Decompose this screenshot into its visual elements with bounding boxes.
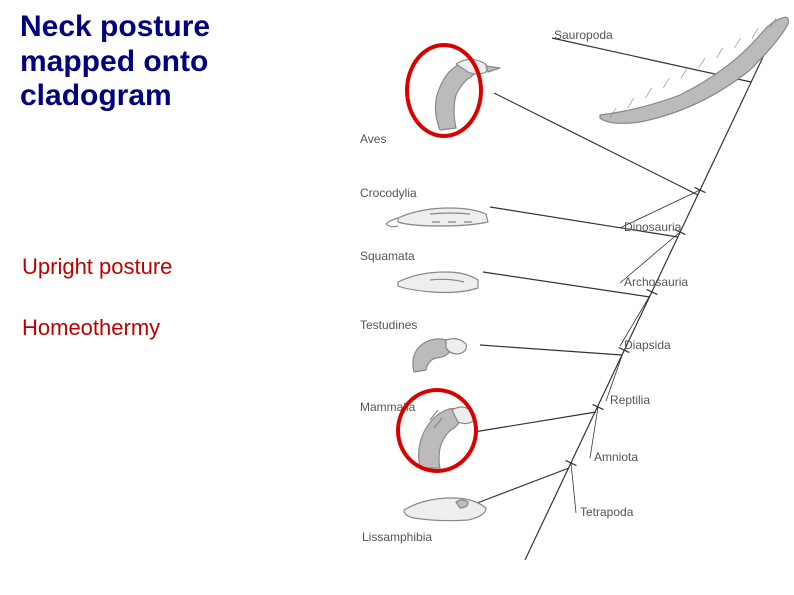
taxon-testudines: Testudines [360,318,417,332]
page-title: Neck posture mapped onto cladogram [20,10,300,114]
clade-reptilia: Reptilia [610,393,650,407]
highlight-circle-mammalia [396,388,478,473]
clade-diapsida: Diapsida [624,338,671,352]
clade-archosauria: Archosauria [624,275,688,289]
subtitle-homeothermy: Homeothermy [22,315,160,341]
subtitle-upright: Upright posture [22,254,172,280]
clade-tetrapoda: Tetrapoda [580,505,633,519]
taxon-crocodylia: Crocodylia [360,186,417,200]
clade-dinosauria: Dinosauria [624,220,681,234]
taxon-sauropoda: Sauropoda [554,28,613,42]
taxon-squamata: Squamata [360,249,415,263]
taxon-lissamphibia: Lissamphibia [362,530,432,544]
taxon-aves: Aves [360,132,386,146]
clade-amniota: Amniota [594,450,638,464]
highlight-circle-aves [405,43,483,138]
